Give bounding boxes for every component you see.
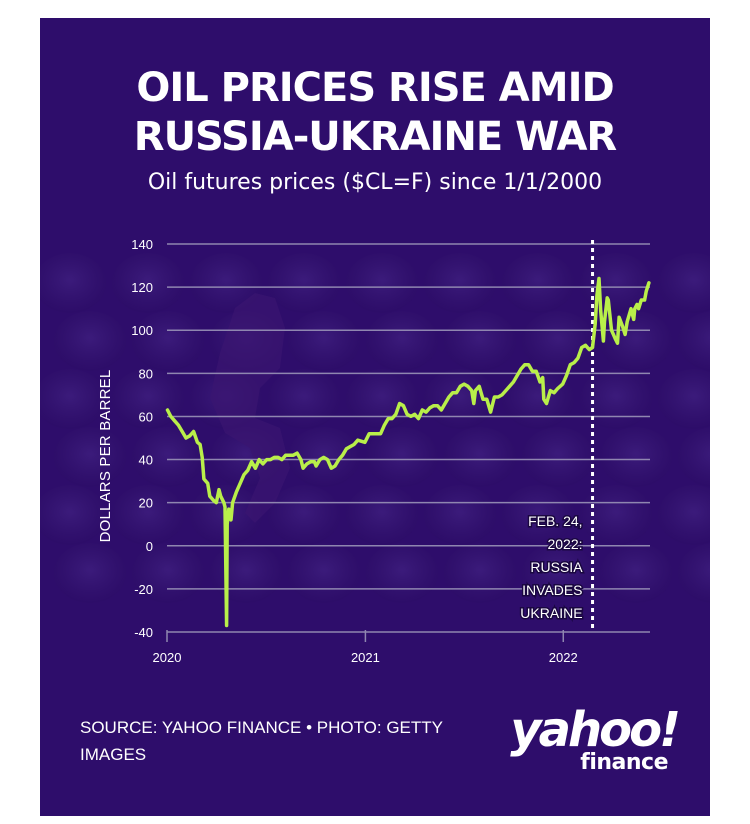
barrel-shape (366, 543, 438, 603)
annotation-line: 2022: (547, 536, 582, 552)
barrel-shape (132, 543, 204, 603)
barrel-shape (658, 485, 710, 545)
x-tick-label: 2021 (351, 650, 380, 665)
barrel-shape (346, 253, 418, 313)
y-tick-label: 20 (139, 496, 153, 511)
barrel-shape (522, 427, 594, 487)
annotation-line: INVADES (522, 582, 582, 598)
y-tick-label: 120 (131, 280, 153, 295)
barrel-shape (288, 543, 360, 603)
worker-silhouette (210, 293, 290, 523)
barrel-shape (424, 253, 496, 313)
barrel-shape (54, 311, 126, 371)
barrel-shape (40, 485, 106, 545)
chart-title-line-2: RUSSIA-UKRAINE WAR (133, 114, 617, 160)
barrel-shape (424, 485, 496, 545)
barrel-shape (268, 485, 340, 545)
y-tick-label: 40 (139, 453, 153, 468)
barrel-shape (346, 369, 418, 429)
barrel-shape (54, 427, 126, 487)
barrel-shape (678, 311, 710, 371)
chart-title-line-1: OIL PRICES RISE AMID (136, 65, 614, 111)
barrel-shape (580, 369, 652, 429)
source-credit: SOURCE: YAHOO FINANCE • PHOTO: GETTY IMA… (80, 718, 443, 764)
y-tick-label: 80 (139, 366, 153, 381)
x-tick-label: 2022 (549, 650, 578, 665)
barrel-shape (580, 485, 652, 545)
barrel-shape (288, 311, 360, 371)
barrel-shape (112, 253, 184, 313)
barrel-shape (40, 369, 106, 429)
background-photo (40, 253, 710, 603)
x-tick-label: 2020 (153, 650, 182, 665)
y-tick-label: 60 (139, 409, 153, 424)
barrel-shape (54, 543, 126, 603)
y-tick-label: 0 (146, 539, 153, 554)
invasion-annotation: FEB. 24, 2022: RUSSIA INVADES UKRAINE (519, 512, 585, 623)
barrel-shape (346, 485, 418, 545)
infographic-card: OIL PRICES RISE AMID RUSSIA-UKRAINE WAR … (40, 18, 710, 816)
barrel-shape (444, 427, 516, 487)
annotation-line: UKRAINE (520, 605, 582, 621)
barrel-shape (444, 543, 516, 603)
barrel-shape (522, 311, 594, 371)
yahoo-wordmark: yahoo! (510, 702, 681, 758)
barrel-shape (132, 427, 204, 487)
y-tick-label: -20 (134, 582, 153, 597)
barrel-shape (268, 253, 340, 313)
oil-price-series-line (165, 276, 651, 628)
barrel-shape (678, 543, 710, 603)
barrel-shape (502, 253, 574, 313)
y-tick-label: 100 (131, 323, 153, 338)
y-tick-label: 140 (131, 237, 153, 252)
barrel-shape (424, 369, 496, 429)
barrel-shape (366, 427, 438, 487)
line-chart: 140 120 100 80 60 40 20 0 -20 -40 2020 2021 2022 DO… (97, 237, 651, 665)
barrel-shape (502, 369, 574, 429)
barrel-shape (600, 427, 672, 487)
barrel-shape (522, 543, 594, 603)
barrel-shape (190, 253, 262, 313)
annotation-line: RUSSIA (530, 559, 583, 575)
finance-wordmark: finance (580, 750, 668, 775)
chart-subtitle: Oil futures prices ($CL=F) since 1/1/200… (147, 170, 603, 195)
barrel-shape (444, 311, 516, 371)
annotation-line: FEB. 24, (528, 513, 582, 529)
y-axis-label: DOLLARS PER BARREL (97, 370, 114, 543)
barrel-shape (658, 253, 710, 313)
yahoo-finance-logo: yahoo! finance (468, 702, 681, 782)
y-tick-label: -40 (134, 625, 153, 640)
barrel-shape (658, 369, 710, 429)
barrel-shape (112, 369, 184, 429)
barrel-shape (366, 311, 438, 371)
barrel-shape (502, 485, 574, 545)
barrel-shape (268, 369, 340, 429)
barrel-shape (600, 543, 672, 603)
barrel-shape (40, 253, 106, 313)
barrel-shape (132, 311, 204, 371)
barrel-shape (112, 485, 184, 545)
barrel-shape (678, 427, 710, 487)
